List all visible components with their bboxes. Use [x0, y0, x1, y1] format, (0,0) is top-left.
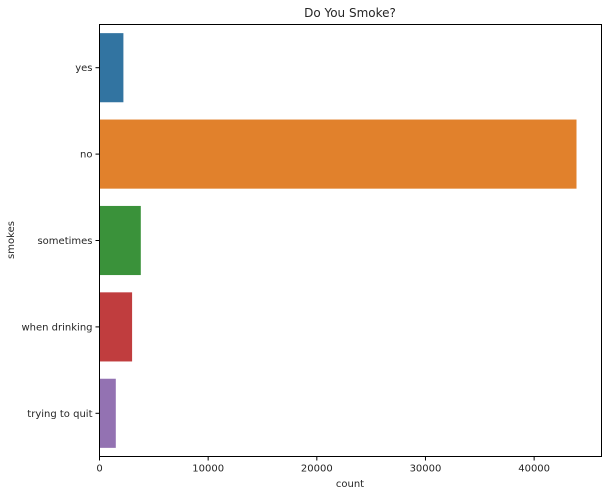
y-tick-label-yes: yes — [75, 63, 92, 74]
y-tick-label-sometimes: sometimes — [37, 236, 92, 247]
bar-sometimes — [99, 205, 141, 276]
y-tick-label-no: no — [80, 150, 92, 161]
chart-title: Do You Smoke? — [304, 6, 396, 20]
bar-trying-to-quit — [99, 378, 116, 448]
y-axis-ticks: yes no sometimes when drinking trying to qui… — [21, 63, 100, 420]
x-tick-label-40000: 40000 — [518, 464, 550, 475]
bar-no — [99, 119, 577, 189]
bar-yes — [99, 33, 124, 103]
x-tick-label-20000: 20000 — [301, 464, 333, 475]
y-tick-label-trying-to-quit: trying to quit — [27, 409, 92, 420]
x-tick-label-0: 0 — [96, 464, 102, 475]
x-axis-ticks: 0 10000 20000 30000 40000 — [96, 456, 550, 475]
x-tick-label-10000: 10000 — [192, 464, 224, 475]
bar-when-drinking — [99, 292, 133, 362]
x-axis-label: count — [336, 479, 364, 490]
y-tick-label-when-drinking: when drinking — [21, 322, 92, 333]
x-tick-label-30000: 30000 — [410, 464, 442, 475]
y-axis-label: smokes — [6, 221, 17, 259]
bar-group — [99, 33, 577, 448]
